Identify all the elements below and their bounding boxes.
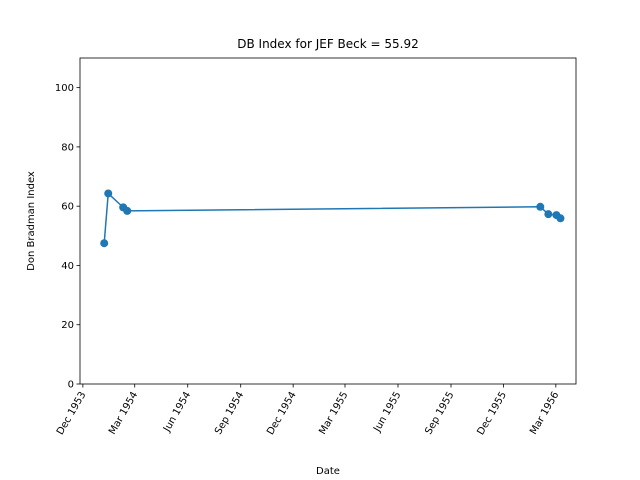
y-axis: 0 20 40 60 80 100 (55, 83, 80, 391)
data-point (536, 202, 545, 211)
data-point (100, 239, 109, 248)
y-tick-label: 0 (68, 380, 74, 391)
y-tick-label: 100 (55, 83, 74, 94)
y-axis-label: Don Bradman Index (26, 171, 37, 271)
data-point (104, 189, 113, 198)
chart-title: DB Index for JEF Beck = 55.92 (237, 37, 419, 51)
x-axis-label: Date (316, 466, 340, 477)
data-point (556, 214, 565, 223)
y-tick-label: 40 (61, 261, 74, 272)
data-point (544, 210, 553, 219)
data-point (123, 206, 132, 215)
y-tick-label: 20 (61, 320, 74, 331)
y-tick-label: 80 (61, 142, 74, 153)
plot-frame (79, 57, 577, 385)
plot-area (80, 58, 576, 384)
series-layer (100, 189, 565, 248)
y-tick-label: 60 (61, 202, 74, 213)
